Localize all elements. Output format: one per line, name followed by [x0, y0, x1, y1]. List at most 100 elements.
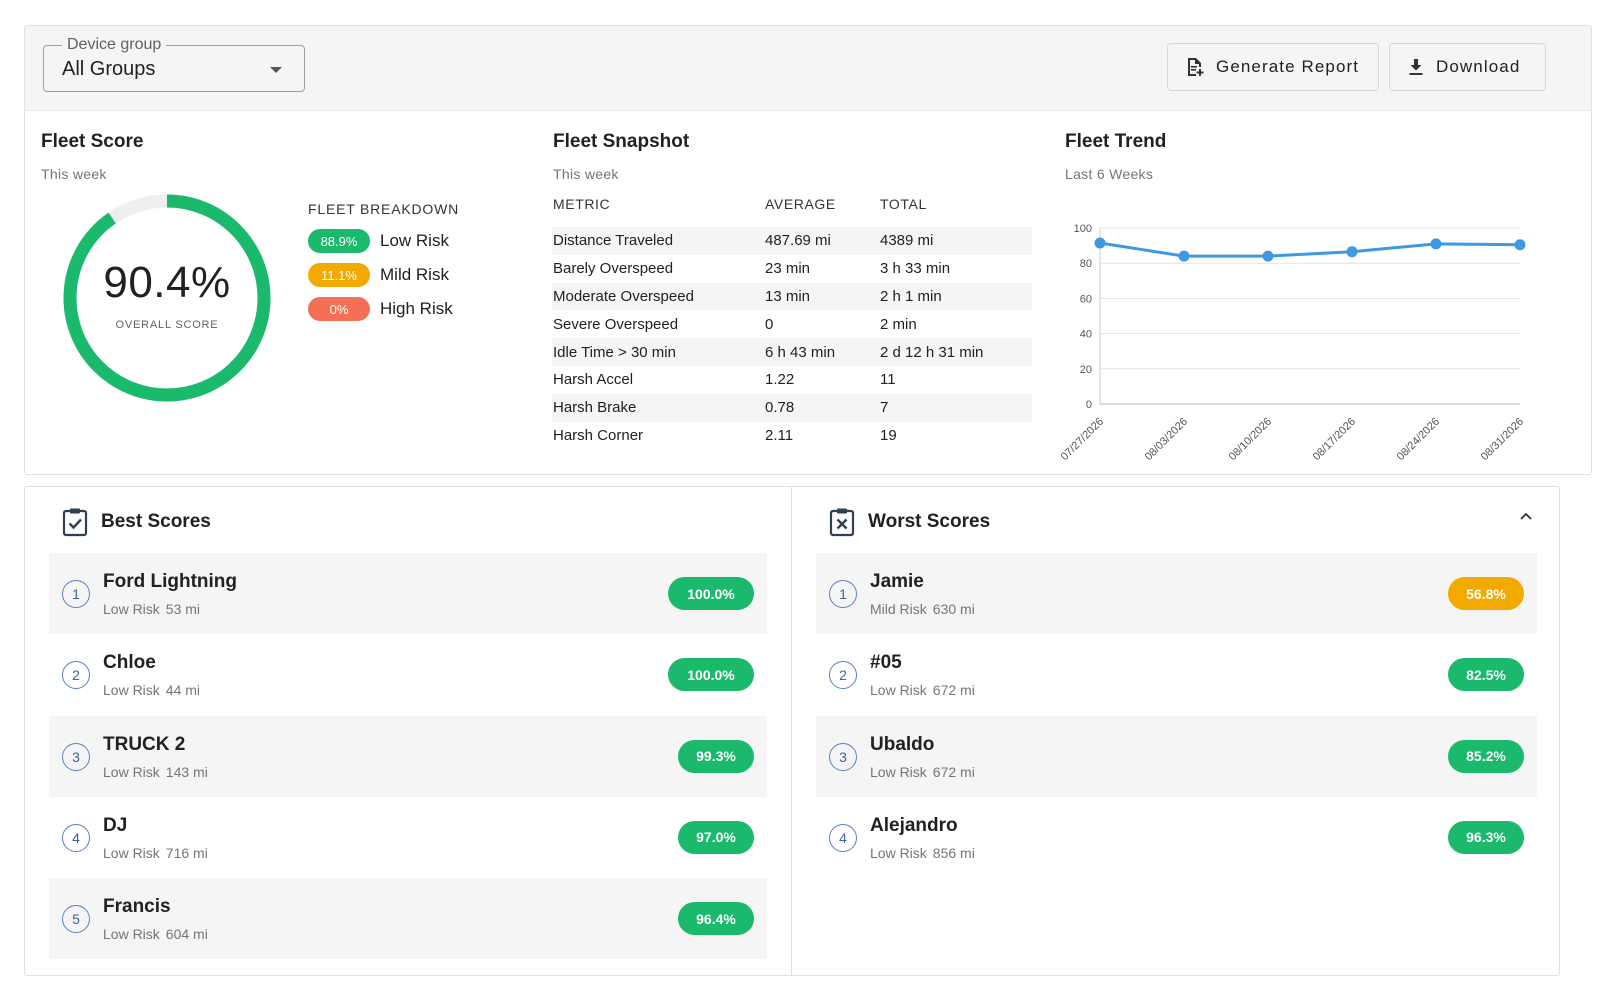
chevron-up-icon[interactable]	[1519, 511, 1533, 521]
x-tick-label: 08/31/2026	[1479, 416, 1526, 463]
driver-name: DJ	[103, 814, 128, 836]
overall-score-label: OVERALL SCORE	[115, 319, 219, 331]
total-cell: 11	[880, 371, 896, 389]
snapshot-table: Distance Traveled 487.69 mi 4389 mi Bare…	[552, 227, 1032, 449]
driver-meta: Low Risk 672 mi	[870, 764, 975, 780]
score-badge: 96.3%	[1448, 820, 1524, 854]
best-scores-panel: Best Scores 1 Ford Lightning Low Risk 53 mi…	[25, 487, 792, 975]
download-icon	[1409, 59, 1423, 75]
list-item[interactable]: 1 Ford Lightning Low Risk 53 mi 100.0%	[49, 553, 767, 635]
x-tick-label: 08/24/2026	[1395, 416, 1442, 463]
best-scores-title: Best Scores	[101, 511, 211, 532]
average-cell: 487.69 mi	[765, 232, 831, 250]
driver-name: Ubaldo	[870, 733, 935, 755]
total-cell: 7	[880, 399, 889, 417]
total-cell: 19	[880, 426, 897, 444]
list-item[interactable]: 2 #05 Low Risk 672 mi 82.5%	[816, 634, 1537, 715]
list-item[interactable]: 1 Jamie Mild Risk 630 mi 56.8%	[816, 553, 1537, 635]
x-tick-label: 08/17/2026	[1311, 416, 1358, 463]
average-cell: 0.78	[765, 399, 795, 417]
driver-name: Francis	[103, 896, 171, 918]
scores-card: Best Scores 1 Ford Lightning Low Risk 53 mi…	[24, 486, 1560, 976]
distance: 716 mi	[165, 844, 208, 861]
total-cell: 2 min	[880, 315, 917, 333]
x-tick-label: 08/03/2026	[1143, 416, 1190, 463]
dropdown-caret-icon	[270, 67, 282, 73]
table-row: Severe Overspeed 0 2 min	[552, 310, 1032, 338]
risk-level: Low Risk	[870, 682, 927, 699]
clipboard-check-icon	[62, 508, 88, 537]
distance: 53 mi	[165, 601, 201, 617]
list-item[interactable]: 3 TRUCK 2 Low Risk 143 mi 99.3%	[49, 715, 767, 797]
rank-badge: 2	[62, 661, 90, 690]
average-header: AVERAGE	[765, 196, 836, 212]
distance: 856 mi	[932, 844, 975, 861]
average-cell: 13 min	[765, 287, 811, 305]
risk-level: Low Risk	[103, 926, 160, 943]
breakdown-low-risk: 88.9% Low Risk	[308, 228, 449, 254]
average-cell: 6 h 43 min	[765, 343, 836, 361]
total-cell: 2 d 12 h 31 min	[880, 343, 984, 361]
score-badge: 56.8%	[1448, 577, 1524, 610]
x-tick-label: 07/27/2026	[1060, 416, 1106, 463]
metric-cell: Idle Time > 30 min	[553, 343, 676, 361]
driver-name: TRUCK 2	[103, 733, 186, 755]
worst-scores-panel: Worst Scores 1 Jamie Mild Risk 630 mi 56.8% 2…	[792, 487, 1559, 975]
score-badge: 85.2%	[1448, 739, 1524, 773]
average-cell: 23 min	[765, 260, 811, 278]
distance: 143 mi	[165, 763, 208, 780]
worst-scores-list: 1 Jamie Mild Risk 630 mi 56.8% 2 #05 Low Risk 67…	[816, 553, 1537, 878]
total-cell: 2 h 1 min	[880, 287, 942, 305]
download-button[interactable]: Download	[1389, 43, 1546, 91]
driver-meta: Low Risk 716 mi	[103, 845, 208, 861]
risk-level: Low Risk	[870, 763, 927, 780]
risk-level: Low Risk	[103, 763, 160, 780]
fleet-score-title: Fleet Score	[41, 131, 144, 152]
report-icon	[1188, 58, 1204, 76]
metric-header: METRIC	[553, 196, 611, 212]
metric-cell: Severe Overspeed	[553, 315, 679, 333]
rank-badge: 1	[62, 580, 90, 608]
score-badge: 97.0%	[678, 820, 754, 854]
driver-meta: Low Risk 53 mi	[103, 601, 200, 617]
best-scores-list: 1 Ford Lightning Low Risk 53 mi 100.0% 2 Chloe…	[49, 553, 767, 960]
metric-cell: Distance Traveled	[553, 232, 674, 250]
device-group-select[interactable]: Device group All Groups	[43, 36, 305, 92]
low-risk-pct-badge: 88.9%	[308, 229, 370, 253]
distance: 630 mi	[932, 601, 975, 617]
data-point	[1346, 246, 1358, 258]
generate-report-button[interactable]: Generate Report	[1167, 43, 1379, 91]
driver-name: Chloe	[103, 652, 156, 674]
mild-risk-pct-badge: 11.1%	[308, 263, 370, 287]
data-point	[1514, 239, 1526, 251]
rank-badge: 4	[829, 823, 857, 852]
fleet-score-subtitle: This week	[41, 166, 107, 182]
list-item[interactable]: 4 DJ Low Risk 716 mi 97.0%	[49, 797, 767, 878]
driver-meta: Low Risk 143 mi	[103, 764, 208, 780]
y-tick-label: 40	[1080, 329, 1092, 341]
low-risk-label: Low Risk	[380, 231, 449, 250]
total-cell: 3 h 33 min	[880, 260, 951, 278]
fleet-snapshot-subtitle: This week	[553, 166, 619, 182]
breakdown-mild-risk: 11.1% Mild Risk	[308, 262, 449, 288]
high-risk-label: High Risk	[380, 299, 453, 318]
list-item[interactable]: 3 Ubaldo Low Risk 672 mi 85.2%	[816, 715, 1537, 797]
score-badge: 99.3%	[678, 739, 754, 773]
table-row: Barely Overspeed 23 min 3 h 33 min	[552, 255, 1032, 283]
list-item[interactable]: 2 Chloe Low Risk 44 mi 100.0%	[49, 634, 767, 715]
gauge-fill	[63, 194, 271, 402]
list-item[interactable]: 5 Francis Low Risk 604 mi 96.4%	[49, 878, 767, 960]
distance: 672 mi	[932, 763, 975, 780]
y-tick-label: 80	[1080, 258, 1092, 270]
mild-risk-label: Mild Risk	[380, 265, 449, 284]
list-item[interactable]: 4 Alejandro Low Risk 856 mi 96.3%	[816, 797, 1537, 878]
y-tick-label: 100	[1074, 223, 1092, 235]
average-cell: 2.11	[765, 426, 794, 444]
score-badge: 96.4%	[678, 902, 754, 936]
risk-level: Low Risk	[103, 601, 160, 617]
data-point	[1262, 250, 1274, 262]
total-cell: 4389 mi	[880, 232, 934, 250]
risk-level: Low Risk	[870, 844, 927, 861]
distance: 672 mi	[932, 682, 975, 699]
overall-score-value: 90.4%	[103, 258, 231, 307]
